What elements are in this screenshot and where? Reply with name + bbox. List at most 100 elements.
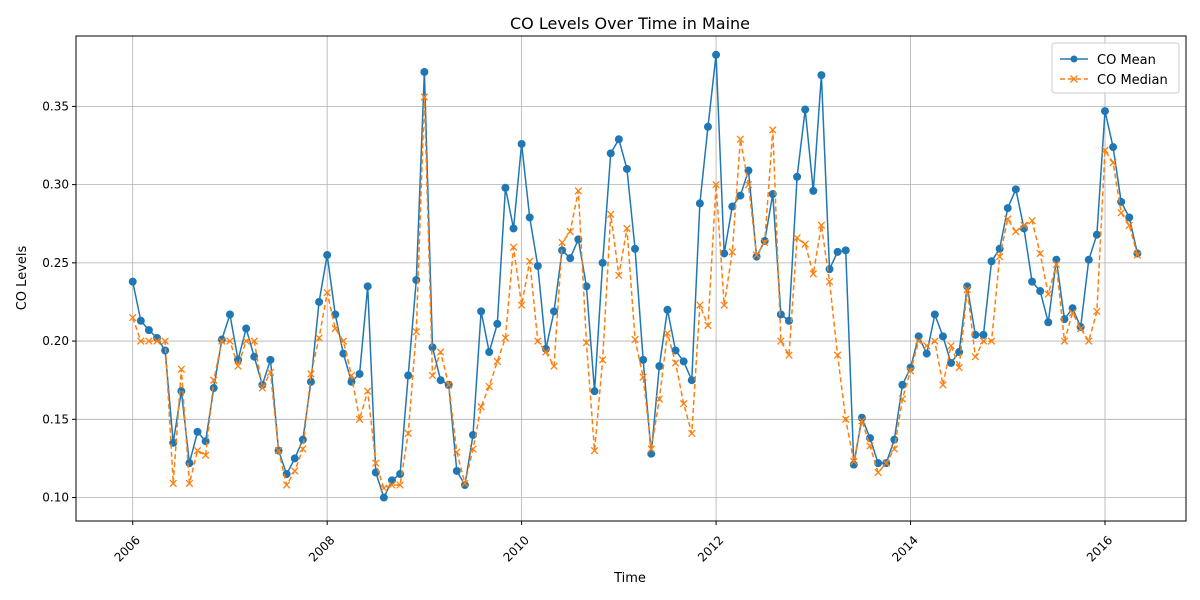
data-point-co-median bbox=[218, 337, 226, 345]
data-point-co-median bbox=[769, 126, 777, 134]
data-point-co-mean bbox=[622, 164, 631, 173]
data-point-co-median bbox=[1093, 307, 1101, 316]
data-point-co-median bbox=[566, 227, 574, 236]
data-point-co-median bbox=[1052, 260, 1061, 269]
data-point-co-median bbox=[987, 337, 996, 345]
data-point-co-mean bbox=[1044, 318, 1053, 327]
data-point-co-median bbox=[331, 324, 340, 333]
data-point-co-mean bbox=[128, 277, 137, 286]
data-point-co-median bbox=[153, 337, 161, 345]
data-point-co-median bbox=[963, 285, 972, 294]
data-point-co-mean bbox=[776, 310, 785, 319]
data-point-co-mean bbox=[550, 307, 559, 316]
data-point-co-median bbox=[315, 334, 323, 342]
data-point-co-mean bbox=[833, 247, 842, 256]
data-point-co-median bbox=[323, 288, 331, 297]
data-point-co-median bbox=[939, 381, 947, 389]
data-point-co-mean bbox=[720, 249, 729, 258]
data-point-co-median bbox=[1003, 215, 1012, 223]
legend-marker-co-mean bbox=[1070, 55, 1078, 63]
plot-area-frame bbox=[75, 35, 1187, 522]
data-point-co-median bbox=[1036, 249, 1044, 258]
data-point-co-mean bbox=[209, 384, 218, 393]
data-point-co-median bbox=[696, 301, 704, 309]
data-point-co-median bbox=[574, 187, 583, 195]
data-point-co-median bbox=[931, 337, 939, 345]
data-point-co-median bbox=[752, 251, 761, 259]
data-point-co-mean bbox=[493, 319, 502, 328]
data-point-co-median bbox=[209, 376, 218, 384]
data-point-co-mean bbox=[428, 343, 437, 352]
data-point-co-median bbox=[485, 382, 493, 391]
legend-frame bbox=[1051, 42, 1180, 94]
data-point-co-median bbox=[1060, 337, 1069, 345]
data-point-co-mean bbox=[930, 310, 939, 319]
data-point-co-median bbox=[1076, 324, 1085, 333]
data-point-co-median bbox=[890, 445, 899, 453]
data-point-co-median bbox=[639, 373, 647, 381]
data-point-co-median bbox=[307, 370, 315, 378]
data-point-co-median bbox=[914, 337, 923, 345]
legend-label-co-median: CO Median bbox=[1097, 73, 1168, 88]
data-point-co-median bbox=[339, 337, 348, 345]
data-point-co-median bbox=[590, 446, 599, 455]
data-point-co-median bbox=[534, 337, 542, 345]
data-point-co-median bbox=[647, 445, 656, 453]
y-tick-label: 0.15 bbox=[42, 412, 69, 426]
data-point-co-median bbox=[712, 180, 720, 189]
data-point-co-mean bbox=[655, 362, 664, 371]
data-point-co-mean bbox=[323, 251, 332, 260]
data-point-co-mean bbox=[379, 493, 388, 502]
data-point-co-mean bbox=[679, 357, 688, 366]
data-point-co-median bbox=[906, 367, 915, 375]
data-point-co-mean bbox=[412, 276, 421, 285]
data-point-co-median bbox=[396, 481, 404, 489]
data-point-co-median bbox=[882, 459, 890, 467]
legend: CO Mean CO Median bbox=[1051, 42, 1180, 94]
series-layer bbox=[128, 50, 1142, 502]
data-point-co-mean bbox=[460, 481, 469, 490]
data-point-co-median bbox=[947, 342, 955, 350]
data-point-co-median bbox=[922, 342, 931, 350]
data-point-co-median bbox=[1085, 337, 1093, 345]
data-point-co-median bbox=[582, 338, 591, 347]
data-point-co-mean bbox=[614, 135, 623, 144]
data-point-co-mean bbox=[1109, 143, 1118, 152]
data-point-co-mean bbox=[971, 330, 980, 339]
data-point-co-median bbox=[461, 479, 469, 488]
data-point-co-mean bbox=[809, 186, 818, 195]
data-point-co-mean bbox=[801, 105, 810, 114]
data-point-co-median bbox=[1028, 216, 1036, 225]
data-point-co-mean bbox=[452, 466, 461, 475]
data-point-co-median bbox=[688, 429, 696, 438]
legend-marker-co-median bbox=[1070, 75, 1078, 83]
data-point-co-mean bbox=[663, 305, 672, 314]
data-point-co-median bbox=[525, 257, 534, 266]
data-point-co-median bbox=[801, 240, 809, 248]
data-point-co-median bbox=[404, 429, 412, 438]
data-point-co-mean bbox=[298, 435, 307, 444]
data-point-co-median bbox=[858, 417, 866, 425]
data-point-co-mean bbox=[1011, 185, 1020, 194]
data-point-co-median bbox=[444, 381, 453, 389]
data-point-co-median bbox=[1044, 290, 1053, 298]
data-point-co-mean bbox=[590, 387, 599, 396]
data-point-co-median bbox=[720, 301, 728, 309]
y-tick-label: 0.25 bbox=[42, 256, 69, 270]
data-point-co-mean bbox=[477, 307, 486, 316]
data-point-co-median bbox=[1133, 251, 1142, 259]
data-point-co-median bbox=[428, 371, 437, 380]
grid-lines bbox=[76, 36, 1186, 521]
data-point-co-mean bbox=[225, 310, 234, 319]
data-point-co-median bbox=[1101, 146, 1109, 154]
data-point-co-median bbox=[250, 337, 259, 345]
data-point-co-mean bbox=[687, 376, 696, 385]
data-point-co-mean bbox=[736, 191, 745, 200]
data-point-co-median bbox=[161, 337, 169, 345]
data-point-co-median bbox=[760, 238, 769, 247]
data-point-co-mean bbox=[420, 67, 429, 76]
data-point-co-mean bbox=[728, 202, 737, 211]
data-point-co-mean bbox=[315, 297, 324, 306]
data-point-co-median bbox=[266, 368, 275, 377]
